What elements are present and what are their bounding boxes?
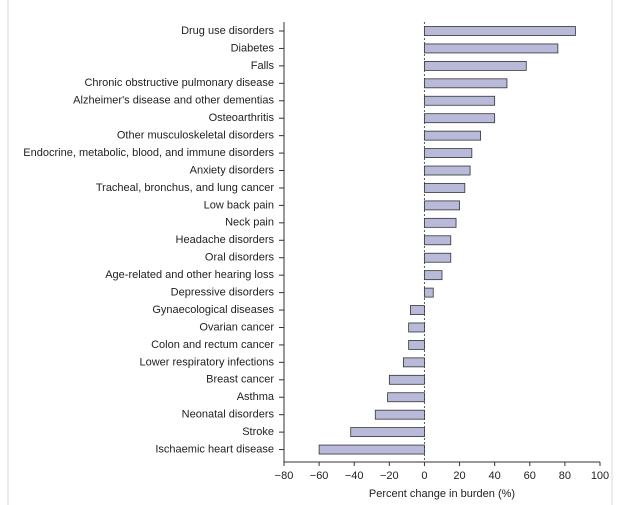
bar: [424, 148, 473, 158]
y-tick-label: Tracheal, bronchus, and lung cancer: [96, 182, 274, 194]
bar: [402, 357, 425, 368]
y-tick-label: Other musculoskeletal disorders: [117, 130, 275, 142]
y-tick-label: Low back pain: [204, 199, 274, 211]
bar: [424, 200, 460, 211]
bar: [424, 270, 443, 281]
y-tick-label: Colon and rectum cancer: [151, 339, 274, 351]
y-tick-label: Neonatal disorders: [182, 409, 275, 421]
bar: [318, 444, 425, 455]
bar: [387, 392, 425, 403]
bar: [424, 235, 452, 246]
bar: [424, 252, 452, 263]
y-tick-label: Drug use disorders: [181, 25, 274, 37]
y-tick-label: Depressive disorders: [171, 287, 275, 299]
y-tick-label: Ovarian cancer: [199, 321, 274, 333]
y-tick-label: Falls: [251, 60, 275, 72]
y-tick-label: Endocrine, metabolic, blood, and immune …: [23, 147, 274, 159]
x-tick-label: −40: [345, 470, 364, 482]
x-tick-label: −20: [380, 470, 399, 482]
bar: [408, 322, 425, 333]
x-tick-label: 80: [559, 470, 571, 482]
y-tick-label: Osteoarthritis: [209, 112, 275, 124]
bar: [350, 427, 425, 438]
bar: [424, 43, 559, 54]
y-tick-label: Ischaemic heart disease: [155, 443, 274, 455]
bar: [374, 409, 425, 420]
y-tick-label: Headache disorders: [176, 234, 275, 246]
bar: [424, 183, 466, 193]
bar: [424, 130, 482, 141]
x-tick-label: 0: [421, 470, 427, 482]
bar: [409, 305, 425, 315]
bar: [424, 95, 496, 106]
bar: [424, 113, 496, 124]
x-tick-label: 100: [591, 470, 609, 482]
x-tick-label: −80: [275, 470, 294, 482]
y-tick-label: Oral disorders: [205, 252, 275, 264]
y-tick-label: Chronic obstructive pulmonary disease: [84, 77, 274, 89]
y-tick-label: Anxiety disorders: [190, 164, 275, 176]
y-tick-label: Diabetes: [231, 42, 275, 54]
bar: [424, 26, 576, 36]
y-tick-label: Asthma: [237, 391, 275, 403]
x-tick-label: 20: [453, 470, 465, 482]
y-tick-label: Age-related and other hearing loss: [105, 269, 274, 281]
bar: [424, 78, 508, 89]
bar: [424, 287, 434, 298]
y-tick-label: Lower respiratory infections: [139, 356, 274, 368]
y-tick-label: Neck pain: [225, 217, 274, 229]
bar: [424, 165, 471, 176]
x-tick-label: 60: [524, 470, 536, 482]
bar: [408, 340, 425, 350]
x-tick-label: −60: [310, 470, 329, 482]
x-tick-label: 40: [489, 470, 501, 482]
x-axis-label: Percent change in burden (%): [369, 488, 515, 500]
bar: [388, 374, 425, 385]
bar: [424, 60, 527, 71]
y-tick-label: Alzheimer's disease and other dementias: [73, 95, 274, 107]
y-tick-label: Stroke: [242, 426, 274, 438]
bar: [424, 217, 457, 228]
y-tick-label: Gynaecological diseases: [152, 304, 274, 316]
y-tick-label: Breast cancer: [206, 374, 274, 386]
